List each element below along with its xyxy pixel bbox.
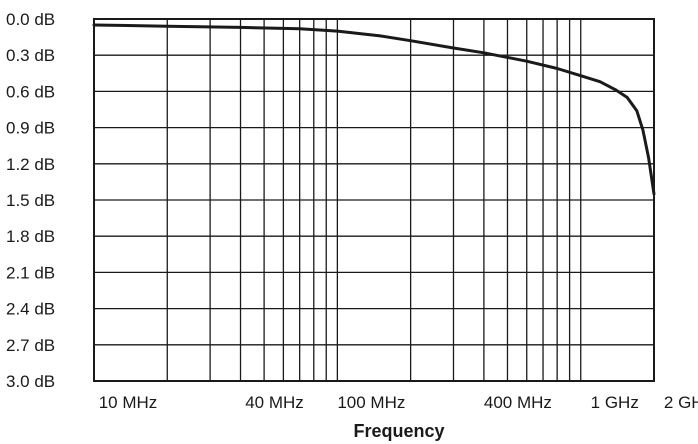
x-axis-label: Frequency [353,421,444,441]
y-tick-label: 0.9 dB [6,119,55,138]
y-tick-label: 0.0 dB [6,10,55,29]
y-tick-label: 0.6 dB [6,82,55,101]
response-curve [92,23,656,196]
x-tick-label: 1 GHz [591,393,639,412]
y-tick-label: 1.5 dB [6,191,55,210]
y-tick-labels: 0.0 dB 0.3 dB 0.6 dB 0.9 dB 1.2 dB 1.5 dB 1.8 … [6,10,55,391]
y-tick-label: 2.4 dB [6,300,55,319]
x-tick-labels: 10 MHz 40 MHz 100 MHz 400 MHz 1 GHz 2 GHz [99,393,698,412]
series-group [92,23,656,196]
y-tick-label: 1.2 dB [6,155,55,174]
y-tick-label: 3.0 dB [6,372,55,391]
vertical-gridlines [166,19,582,381]
x-tick-label: 40 MHz [245,393,304,412]
y-tick-label: 2.7 dB [6,336,55,355]
horizontal-gridlines [94,54,654,346]
x-tick-label: 100 MHz [337,393,405,412]
y-tick-label: 0.3 dB [6,46,55,65]
x-tick-label: 10 MHz [99,393,158,412]
x-tick-label: 400 MHz [484,393,552,412]
y-tick-label: 2.1 dB [6,263,55,282]
y-tick-label: 1.8 dB [6,227,55,246]
x-tick-label: 2 GHz [664,393,698,412]
